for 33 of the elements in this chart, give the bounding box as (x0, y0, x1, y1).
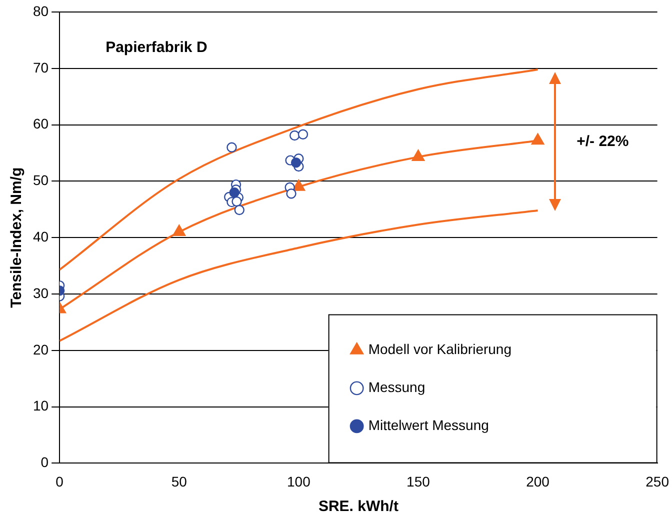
point (229, 187, 240, 198)
x-axis-title: SRE. kWh/t (318, 498, 398, 516)
x-tick-label: 100 (286, 473, 311, 490)
x-tick-label: 150 (406, 473, 430, 490)
point (290, 130, 300, 141)
x-tick-label: 200 (526, 473, 550, 490)
point (232, 196, 242, 207)
x-tick-label: 250 (646, 473, 670, 490)
point (298, 129, 308, 140)
point (234, 204, 244, 216)
y-tick-label: 0 (40, 454, 49, 470)
legend-label: Modell vor Kalibrierung (368, 341, 512, 358)
y-tick-label: 30 (32, 284, 49, 301)
y-tick-label: 50 (32, 172, 49, 188)
y-tick-label: 20 (32, 341, 49, 358)
y-tick-label: 40 (32, 228, 49, 244)
y-axis-title: Tensile-Index, Nm/g (8, 167, 26, 308)
line-series (60, 210, 539, 342)
point (172, 224, 186, 236)
point (290, 157, 302, 168)
point (226, 142, 237, 152)
annotation: Papierfabrik D (106, 39, 208, 56)
y-tick-label: 60 (32, 116, 49, 132)
x-tick-label: 0 (56, 473, 64, 490)
y-tick-label: 10 (32, 398, 49, 414)
legend-label: Mittelwert Messung (368, 417, 489, 434)
x-tick-label: 50 (171, 473, 188, 490)
legend-label: Messung (368, 379, 426, 396)
line-series (60, 68, 539, 271)
y-tick-label: 70 (32, 59, 49, 76)
y-tick-label: 80 (32, 2, 49, 19)
point (286, 188, 296, 199)
annotation: +/- 22% (576, 133, 629, 150)
